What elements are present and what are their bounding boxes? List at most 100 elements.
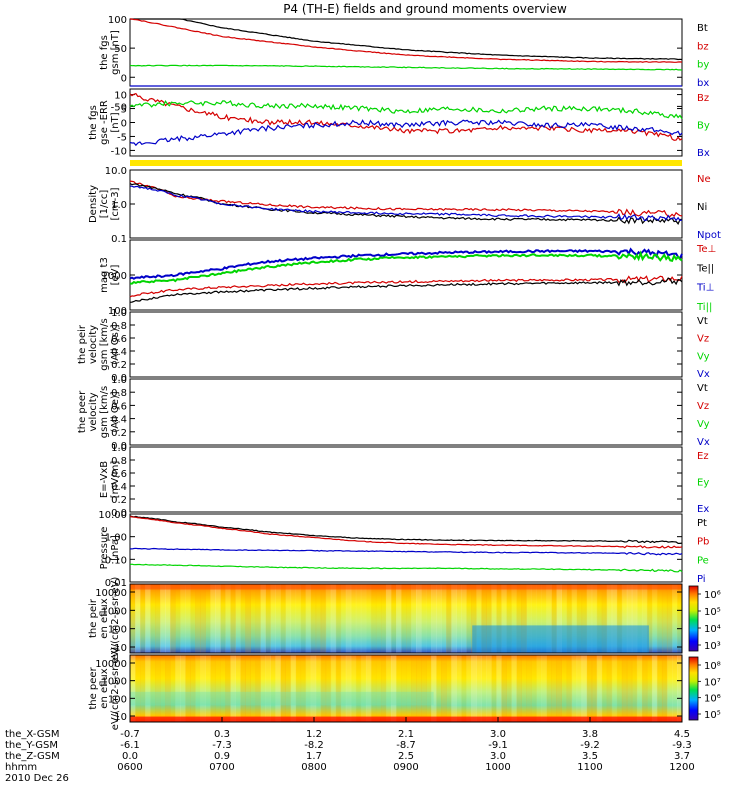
spectrogram-column <box>591 584 598 653</box>
colorbar-tick-label: 10⁸ <box>704 661 721 672</box>
spectrogram-column <box>516 655 522 722</box>
spectrogram-column <box>446 655 452 722</box>
y-axis-label: Pressure[nPa] <box>99 527 121 570</box>
spectrogram-column <box>531 584 537 653</box>
x-tick-label-hhmm: 0700 <box>209 762 234 773</box>
spectrogram-column <box>491 655 497 722</box>
spectrogram-column <box>536 655 542 722</box>
spectrogram-column <box>416 584 422 653</box>
spectrogram-column <box>270 655 276 722</box>
spectrogram-column <box>155 655 161 722</box>
y-axis-label-line: the peer <box>77 390 88 433</box>
legend-Ne: Ne <box>697 174 711 185</box>
y-tick-label: 0.0 <box>111 508 127 519</box>
legend-Te||: Te|| <box>696 263 714 274</box>
spectrogram-column <box>260 655 266 722</box>
spectrogram-column <box>310 655 317 722</box>
spectrogram-column <box>300 584 307 653</box>
legend-bx: bx <box>697 78 709 89</box>
spectrogram-column <box>446 584 452 653</box>
spectrogram-column <box>631 584 638 653</box>
spectrogram-column <box>300 655 307 722</box>
spectrogram-column <box>596 655 603 722</box>
spectrogram-column <box>200 655 206 722</box>
spectrogram-column <box>666 584 673 653</box>
y-tick-label: 0.8 <box>111 388 127 399</box>
spectrogram-column <box>165 655 171 722</box>
colorbar-tick-label: 10⁵ <box>704 607 721 618</box>
spectrogram-column <box>205 584 211 653</box>
y-tick-label: 0.01 <box>105 578 127 589</box>
spectrogram-column <box>551 584 557 653</box>
y-tick-label: 1.0 <box>111 200 127 211</box>
spectrogram-column <box>280 584 286 653</box>
y-tick-label: 10 <box>114 643 127 654</box>
y-tick-label: 10000 <box>95 659 127 670</box>
spectrogram-column <box>661 584 668 653</box>
spectrogram-column <box>416 655 422 722</box>
spectrogram-column <box>651 584 658 653</box>
y-tick-label: 5 <box>121 105 127 116</box>
spectrogram-column <box>631 655 638 722</box>
series-Pt-line <box>129 515 683 544</box>
spectrogram-column <box>581 584 588 653</box>
x-tick-label-xgsm: -0.7 <box>120 729 140 740</box>
x-tick-label-zgsm: 0.0 <box>122 751 138 762</box>
y-tick-label: 0.0 <box>111 373 127 384</box>
y-tick-label: 0.4 <box>111 482 127 493</box>
spectrogram-column <box>526 655 532 722</box>
legend-Vy: Vy <box>697 351 710 362</box>
spectrogram-column <box>396 655 402 722</box>
y-tick-label: 1000 <box>102 271 127 282</box>
spectrogram-column <box>636 655 643 722</box>
x-tick-label-zgsm: 3.7 <box>674 751 690 762</box>
colorbar-tick-label: 10⁵ <box>704 710 721 721</box>
spectrogram-column <box>426 655 432 722</box>
spectrogram-column <box>305 584 312 653</box>
y-tick-label: 0 <box>121 73 127 84</box>
panel-frame <box>129 513 683 583</box>
y-tick-label: 1.0 <box>111 375 127 386</box>
legend-Bx: Bx <box>697 148 710 159</box>
spectrogram-column <box>556 655 562 722</box>
panel-frame <box>129 18 683 87</box>
legend-Pt: Pt <box>697 518 707 529</box>
spectrogram-column <box>672 655 678 722</box>
spectrogram-column <box>396 584 402 653</box>
legend-Ni: Ni <box>697 202 707 213</box>
spectrogram-column <box>496 655 502 722</box>
y-tick-label: 0.6 <box>111 401 127 412</box>
spectrogram-column <box>210 584 216 653</box>
spectrogram-column <box>390 584 397 653</box>
y-tick-label: 10000 <box>95 588 127 599</box>
panel-frame <box>129 378 683 446</box>
y-tick-label: 1.00 <box>105 533 127 544</box>
legend-Pe: Pe <box>697 555 709 566</box>
spectrogram-column <box>370 584 377 653</box>
y-axis-label-line: E=-VxB <box>99 461 110 498</box>
spectrogram-column <box>636 584 643 653</box>
series-Bt-line <box>130 18 683 61</box>
colorbar-tick-label: 10³ <box>704 641 721 652</box>
spectrogram-column <box>275 655 281 722</box>
spectrogram-column <box>295 584 302 653</box>
y-tick-label: 0.8 <box>111 321 127 332</box>
spectrogram-column <box>195 655 201 722</box>
y-axis-label-line: the peir <box>88 598 99 638</box>
spectrogram-column <box>295 655 302 722</box>
spectrogram-column <box>220 655 226 722</box>
spectrogram-column <box>501 584 507 653</box>
y-axis-label-line: mag t3 <box>99 257 110 293</box>
spectrogram-column <box>656 584 663 653</box>
y-axis-label-line: (All Qs)] <box>110 324 121 364</box>
spectrogram-column <box>130 584 136 653</box>
x-tick-label-ygsm: -7.3 <box>212 740 232 751</box>
panel-6: 1.0 0.8 0.6 0.4 0.2 0.0 the peervelocitygsm [k… <box>77 375 710 452</box>
spectrogram-column <box>566 655 573 722</box>
legend-Vz: Vz <box>697 334 709 345</box>
spectrogram-column <box>160 584 166 653</box>
spectrogram-column <box>466 584 472 653</box>
spectrogram-column <box>345 655 352 722</box>
series-Pb-line <box>129 516 683 549</box>
y-tick-label: 10 <box>114 712 127 723</box>
